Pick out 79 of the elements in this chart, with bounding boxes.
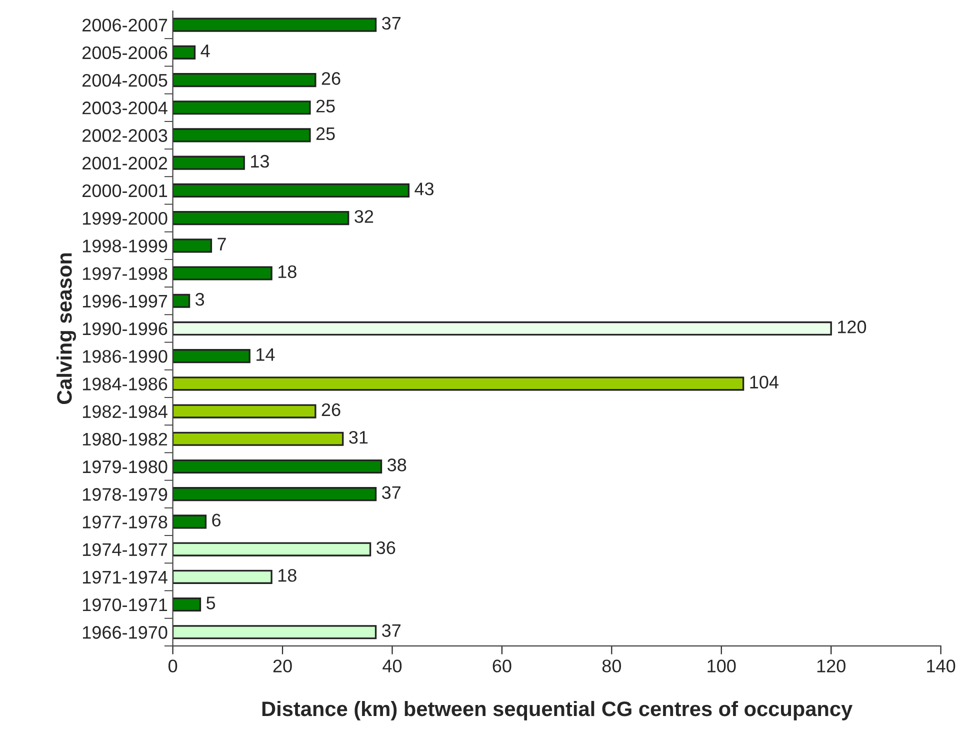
bar — [172, 266, 272, 280]
x-axis-title: Distance (km) between sequential CG centres of occupancy — [262, 700, 853, 720]
bar — [172, 100, 311, 115]
x-tick-label: 120 — [817, 660, 846, 672]
x-tick-label: 40 — [382, 660, 402, 672]
y-tick-label: 1997-1998 — [82, 267, 168, 280]
y-tick-label: 2004-2005 — [82, 74, 168, 87]
x-tick-label: 20 — [273, 660, 292, 672]
y-tick-label: 2003-2004 — [82, 102, 168, 114]
bar — [172, 542, 372, 556]
y-tick-label: 1996-1997 — [82, 294, 168, 308]
x-tick-label: 60 — [492, 660, 512, 672]
data-label: 25 — [316, 100, 335, 112]
y-tick-label: 1966-1970 — [82, 626, 168, 639]
data-label: 26 — [322, 403, 340, 416]
data-label: 37 — [382, 486, 401, 499]
x-tick-label: 100 — [708, 660, 736, 672]
data-label: 3 — [196, 292, 204, 306]
data-label: 37 — [382, 624, 401, 637]
y-tick-label: 1999-2000 — [82, 212, 168, 225]
bar — [172, 570, 272, 584]
y-axis-title: Calving season — [56, 253, 76, 404]
y-tick-label: 1979-1980 — [82, 460, 168, 474]
y-tick-label: 2005-2006 — [82, 46, 168, 60]
bar — [172, 404, 316, 418]
bar — [172, 238, 212, 253]
x-tick-label: 0 — [168, 660, 178, 672]
y-tick-label: 1998-1999 — [82, 240, 168, 252]
bar — [172, 514, 207, 529]
bar — [172, 156, 245, 170]
bar — [172, 18, 377, 32]
bar — [172, 72, 316, 88]
y-tick-label: 1977-1978 — [82, 516, 168, 528]
data-label: 36 — [376, 541, 396, 554]
bar — [172, 294, 190, 308]
y-tick-label: 2002-2003 — [82, 129, 168, 142]
data-label: 14 — [256, 348, 275, 361]
y-tick-label: 1980-1982 — [82, 432, 168, 446]
bar — [172, 321, 832, 336]
bar — [172, 432, 344, 446]
data-label: 25 — [316, 127, 335, 140]
data-label: 6 — [212, 514, 221, 527]
data-label: 32 — [354, 210, 374, 223]
data-label: 18 — [278, 568, 296, 582]
data-label: 4 — [200, 44, 210, 58]
y-tick-label: 2001-2002 — [82, 156, 168, 170]
data-label: 31 — [349, 430, 368, 444]
data-label: 37 — [382, 16, 401, 30]
bar — [172, 376, 744, 391]
data-label: 104 — [750, 376, 778, 389]
x-tick-label: 80 — [602, 660, 621, 672]
data-label: 7 — [218, 238, 226, 250]
y-tick-label: 1990-1996 — [82, 322, 168, 336]
y-tick-label: 1982-1984 — [82, 405, 168, 418]
bar — [172, 349, 250, 364]
data-label: 43 — [414, 182, 434, 196]
y-tick-label: 1974-1977 — [82, 543, 168, 556]
y-tick-label: 1971-1974 — [82, 570, 168, 584]
bar — [172, 459, 382, 474]
y-tick-label: 2000-2001 — [82, 184, 168, 198]
data-label: 38 — [388, 458, 406, 472]
bar — [172, 487, 377, 502]
y-tick-label: 1984-1986 — [82, 378, 168, 390]
bar — [172, 183, 410, 198]
data-label: 120 — [838, 320, 866, 334]
bar — [172, 211, 350, 226]
data-label: 26 — [322, 72, 340, 85]
bar — [172, 128, 311, 142]
bar — [172, 597, 202, 612]
y-tick-label: 1970-1971 — [82, 598, 168, 612]
bar — [172, 625, 377, 640]
data-label: 13 — [251, 154, 269, 168]
y-tick-label: 1986-1990 — [82, 350, 168, 363]
data-label: 18 — [278, 265, 296, 278]
y-tick-label: 1978-1979 — [82, 488, 168, 501]
data-label: 5 — [206, 596, 216, 610]
y-tick-label: 2006-2007 — [82, 18, 168, 32]
x-tick-label: 140 — [927, 660, 956, 672]
bar — [172, 45, 196, 60]
